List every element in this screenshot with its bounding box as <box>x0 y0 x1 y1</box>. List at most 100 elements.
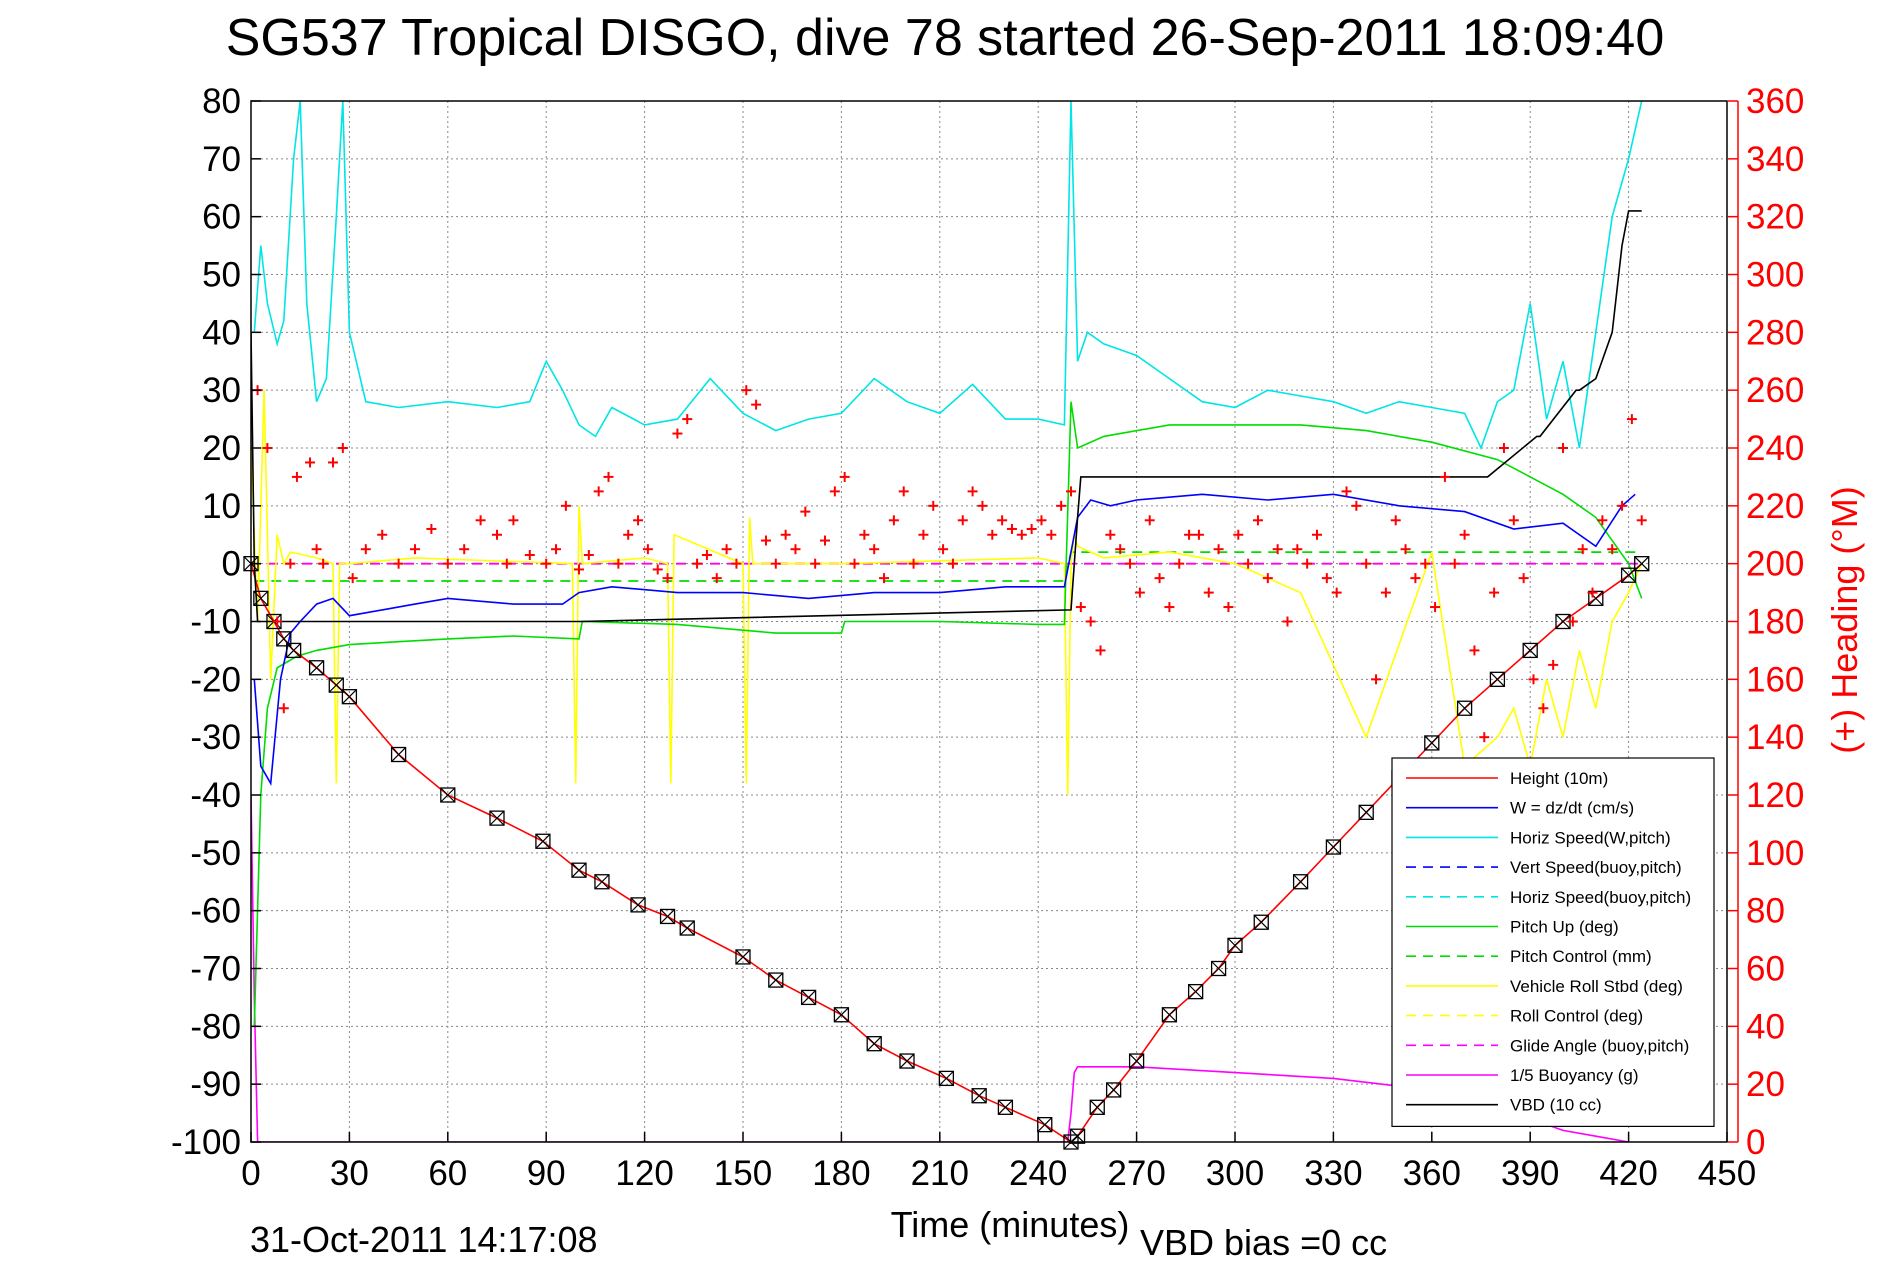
heading-point <box>1164 602 1175 613</box>
heading-point <box>1371 674 1382 685</box>
heading-point <box>1125 558 1136 569</box>
heading-point <box>459 544 470 555</box>
x-tick-label: 240 <box>1009 1154 1067 1193</box>
height-marker <box>1128 1053 1145 1069</box>
y2-tick-label: 160 <box>1746 660 1804 699</box>
heading-layer <box>252 385 1647 743</box>
heading-point <box>1095 645 1106 656</box>
heading-point <box>1134 587 1145 598</box>
heading-point <box>1026 523 1037 534</box>
series-horiz-speed-w-pitch <box>253 101 1643 451</box>
height-marker <box>971 1088 987 1104</box>
legend-label: Horiz Speed(buoy,pitch) <box>1510 888 1691 907</box>
x-tick-label: 60 <box>428 1154 467 1193</box>
x-tick-label: 300 <box>1206 1154 1264 1193</box>
y-tick-label: -90 <box>190 1065 241 1104</box>
y-tick-label: -30 <box>190 718 241 757</box>
heading-point <box>1617 500 1628 511</box>
footer-vbd-bias: VBD bias =0 cc <box>1140 1222 1387 1262</box>
x-tick-label: 210 <box>911 1154 969 1193</box>
heading-point <box>1292 544 1303 555</box>
x-axis: 0 30 60 90 120 150 180 210 240 270 300 330 360 390 420… <box>241 1132 1756 1193</box>
y-tick-label: 70 <box>202 140 241 179</box>
heading-point <box>1607 544 1618 555</box>
heading-point <box>967 486 978 497</box>
heading-point <box>1439 471 1450 482</box>
height-marker <box>1210 960 1227 977</box>
height-marker <box>1227 937 1243 954</box>
heading-point <box>1567 616 1578 627</box>
heading-point <box>1508 515 1519 526</box>
y2-axis-label: (+) Heading (°M) <box>1824 486 1865 753</box>
y2-tick-label: 240 <box>1746 429 1804 468</box>
height-marker <box>308 660 325 676</box>
height-marker <box>1522 642 1538 659</box>
heading-point <box>377 529 388 540</box>
heading-point <box>938 544 949 555</box>
heading-point <box>337 443 348 453</box>
height-marker <box>800 989 817 1006</box>
heading-point <box>360 544 371 555</box>
legend-label: Glide Angle (buoy,pitch) <box>1510 1036 1689 1055</box>
heading-point <box>682 414 693 425</box>
height-marker <box>630 897 646 913</box>
y-tick-label: -20 <box>190 660 241 699</box>
height-marker <box>594 874 610 890</box>
heading-point <box>947 558 958 569</box>
height-marker <box>1620 567 1637 583</box>
heading-point <box>1498 443 1509 453</box>
heading-point <box>928 500 939 511</box>
heading-point <box>701 549 712 560</box>
height-marker <box>1037 1117 1053 1133</box>
heading-point <box>328 457 338 468</box>
heading-point <box>721 544 732 555</box>
heading-point <box>711 573 722 584</box>
height-marker <box>1161 1007 1178 1023</box>
height-marker <box>1489 671 1506 687</box>
y-tick-label: 60 <box>202 198 241 237</box>
y2-tick-label: 100 <box>1746 834 1804 873</box>
legend-label: Pitch Up (deg) <box>1510 918 1619 937</box>
y2-tick-label: 300 <box>1746 256 1804 295</box>
heading-point <box>305 457 316 468</box>
heading-point <box>672 428 683 439</box>
height-marker <box>285 642 302 659</box>
y-tick-label: 50 <box>202 256 241 295</box>
y-axis-left: 80 70 60 50 40 30 20 10 0 -10 -20 -30 -40 -50 -60 -70 -8… <box>171 82 261 1162</box>
heading-point <box>888 515 899 526</box>
heading-point <box>1361 558 1372 569</box>
y2-tick-label: 360 <box>1746 82 1804 121</box>
height-marker <box>1634 556 1650 572</box>
heading-point <box>918 529 929 540</box>
heading-point <box>1262 573 1273 584</box>
height-marker <box>341 689 358 705</box>
height-marker <box>1253 914 1269 930</box>
heading-point <box>593 486 604 497</box>
y-tick-label: 40 <box>202 313 241 352</box>
heading-point <box>1213 544 1224 555</box>
heading-point <box>1449 558 1460 569</box>
y-tick-label: 30 <box>202 371 241 410</box>
height-marker <box>489 810 505 826</box>
y-tick-label: -70 <box>190 950 241 989</box>
heading-point <box>1154 573 1165 584</box>
y2-tick-label: 320 <box>1746 198 1804 237</box>
height-marker <box>1069 1128 1086 1144</box>
heading-point <box>652 564 663 575</box>
heading-point <box>541 558 552 569</box>
heading-point <box>1075 602 1086 613</box>
heading-point <box>879 573 890 584</box>
y2-tick-label: 120 <box>1746 776 1804 815</box>
heading-point <box>1597 515 1608 526</box>
legend-label: W = dz/dt (cm/s) <box>1510 799 1634 818</box>
heading-point <box>1400 544 1411 555</box>
heading-point <box>1066 486 1076 497</box>
height-marker <box>1325 839 1342 855</box>
heading-point <box>613 558 624 569</box>
height-marker <box>866 1036 882 1052</box>
heading-point <box>692 558 703 569</box>
heading-point <box>1056 500 1067 511</box>
heading-point <box>1105 529 1116 540</box>
heading-point <box>1006 523 1017 534</box>
